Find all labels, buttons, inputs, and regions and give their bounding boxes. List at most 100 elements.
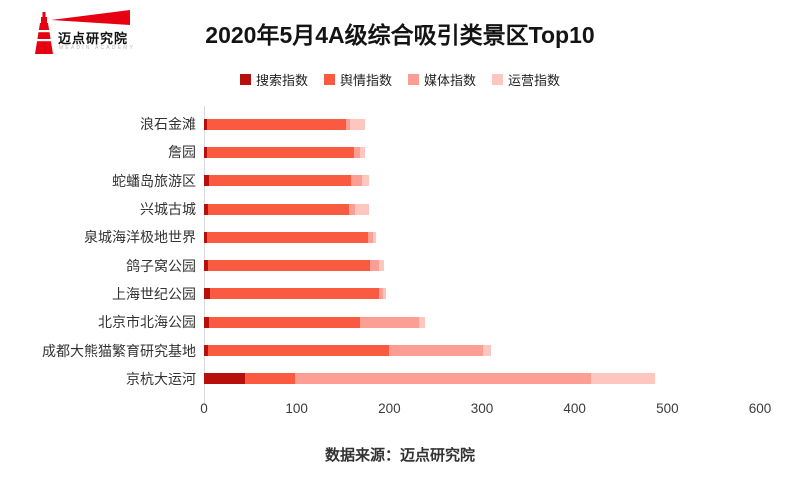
brand-subtitle: MEADIN ACADEMY xyxy=(59,45,136,51)
bar-row: 浪石金滩 xyxy=(0,110,800,138)
x-axis-tick: 0 xyxy=(200,400,208,416)
legend-item-operations-index: 运营指数 xyxy=(492,70,560,89)
bar-segment-sentiment-index xyxy=(208,175,352,187)
x-axis-tick: 500 xyxy=(656,400,679,416)
bar-segment-search-index xyxy=(204,118,207,130)
meadin-logo: 迈点研究院 MEADIN ACADEMY xyxy=(26,6,142,58)
category-label: 詹园 xyxy=(168,144,196,161)
bar-track xyxy=(204,231,760,243)
legend-item-media-index: 媒体指数 xyxy=(408,70,476,89)
bar-track xyxy=(204,203,760,215)
legend-swatch-operations-index xyxy=(492,73,504,85)
category-label: 蛇蟠岛旅游区 xyxy=(112,172,196,189)
legend-swatch-media-index xyxy=(408,73,419,85)
x-axis-tick: 200 xyxy=(378,400,401,416)
legend-label-media-index: 媒体指数 xyxy=(424,72,477,88)
bar-track xyxy=(204,146,760,158)
bar-segment-operations-index xyxy=(482,345,492,357)
category-label: 上海世纪公园 xyxy=(112,285,196,302)
x-axis-tick: 600 xyxy=(748,400,772,416)
bar-segment-operations-index xyxy=(355,203,369,215)
bar-track xyxy=(204,316,760,328)
category-label: 成都大熊猫繁育研究基地 xyxy=(42,342,196,359)
bar-track xyxy=(204,175,760,187)
bar-segment-operations-index xyxy=(591,373,656,385)
category-label: 鸽子窝公园 xyxy=(126,257,196,274)
bar-segment-operations-index xyxy=(359,146,366,158)
page-title: 2020年5月4A级综合吸引类景区Top10 xyxy=(205,22,595,48)
bar-row: 泉城海洋极地世界 xyxy=(0,223,800,251)
legend-swatch-sentiment-index xyxy=(323,73,335,85)
bar-segment-sentiment-index xyxy=(207,203,349,215)
bar-segment-sentiment-index xyxy=(207,260,370,272)
brand-name: 迈点研究院 xyxy=(58,31,129,46)
bar-row: 詹园 xyxy=(0,138,800,166)
bar-row: 鸽子窝公园 xyxy=(0,251,800,279)
bar-segment-media-index xyxy=(354,146,360,158)
legend-label-search-index: 搜索指数 xyxy=(255,72,308,88)
bar-segment-operations-index xyxy=(362,175,369,187)
bar-segment-search-index xyxy=(204,175,209,187)
category-label: 泉城海洋极地世界 xyxy=(84,229,196,246)
bar-chart: 浪石金滩詹园蛇蟠岛旅游区兴城古城泉城海洋极地世界鸽子窝公园上海世纪公园北京市北海… xyxy=(0,106,800,419)
bar-segment-media-index xyxy=(351,175,363,187)
bar-segment-search-index xyxy=(204,288,211,300)
category-label: 京杭大运河 xyxy=(126,370,196,387)
category-label: 兴城古城 xyxy=(140,201,196,218)
lighthouse-logo-icon xyxy=(35,10,130,54)
bar-segment-sentiment-index xyxy=(206,118,346,130)
bar-segment-media-index xyxy=(345,118,351,130)
bar-row: 京杭大运河 xyxy=(0,365,800,393)
bar-track xyxy=(204,288,760,300)
legend-label-sentiment-index: 舆情指数 xyxy=(339,72,392,88)
bar-segment-media-index xyxy=(389,345,483,357)
bar-segment-media-index xyxy=(359,316,419,328)
bar-segment-sentiment-index xyxy=(207,345,390,357)
bar-rows: 浪石金滩詹园蛇蟠岛旅游区兴城古城泉城海洋极地世界鸽子窝公园上海世纪公园北京市北海… xyxy=(0,106,800,405)
chart-legend: 搜索指数 舆情指数 媒体指数 运营指数 xyxy=(0,70,800,89)
bar-segment-media-index xyxy=(348,203,356,215)
bar-track xyxy=(204,373,760,385)
bar-segment-media-index xyxy=(368,231,373,243)
bar-track xyxy=(204,260,760,272)
bar-segment-media-index xyxy=(294,373,592,385)
bar-row: 蛇蟠岛旅游区 xyxy=(0,167,800,195)
bar-segment-sentiment-index xyxy=(206,231,368,243)
bar-segment-search-index xyxy=(204,203,208,215)
bar-segment-search-index xyxy=(204,373,245,385)
bar-row: 兴城古城 xyxy=(0,195,800,223)
bar-segment-search-index xyxy=(204,260,208,272)
bar-segment-operations-index xyxy=(350,118,366,130)
bar-segment-sentiment-index xyxy=(208,316,360,328)
legend-swatch-search-index xyxy=(239,73,251,85)
legend-item-sentiment-index: 舆情指数 xyxy=(323,70,392,89)
x-axis-tick: 400 xyxy=(563,400,586,416)
bar-segment-operations-index xyxy=(382,288,386,300)
bar-segment-media-index xyxy=(379,288,383,300)
source-note: 数据来源：迈点研究院 xyxy=(324,446,475,464)
bar-segment-sentiment-index xyxy=(244,373,295,385)
legend-label-operations-index: 运营指数 xyxy=(508,72,561,88)
bar-segment-sentiment-index xyxy=(206,146,355,158)
y-axis-line xyxy=(204,106,205,405)
bar-track xyxy=(204,345,760,357)
bar-segment-search-index xyxy=(204,231,207,243)
category-label: 浪石金滩 xyxy=(140,116,196,133)
x-axis: 0 100 200 300 400 500 600 xyxy=(200,400,771,419)
bar-segment-search-index xyxy=(204,316,209,328)
bar-segment-media-index xyxy=(369,260,380,272)
x-axis-tick: 300 xyxy=(470,400,494,416)
bar-segment-operations-index xyxy=(379,260,384,272)
bar-row: 上海世纪公园 xyxy=(0,280,800,308)
x-axis-tick: 100 xyxy=(285,400,308,416)
bar-track xyxy=(204,118,760,130)
bar-row: 北京市北海公园 xyxy=(0,308,800,336)
bar-row: 成都大熊猫繁育研究基地 xyxy=(0,336,800,364)
legend-item-search-index: 搜索指数 xyxy=(239,70,308,89)
bar-segment-search-index xyxy=(204,146,207,158)
category-label: 北京市北海公园 xyxy=(98,314,196,331)
bar-segment-sentiment-index xyxy=(210,288,380,300)
bar-segment-search-index xyxy=(204,345,208,357)
bar-segment-operations-index xyxy=(372,231,377,243)
